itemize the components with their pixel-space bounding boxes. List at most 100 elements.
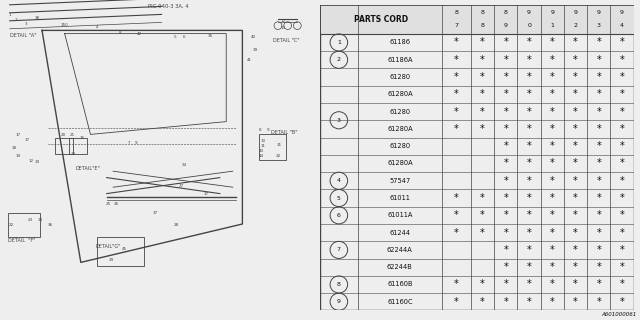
Text: *: * bbox=[550, 158, 555, 168]
Text: *: * bbox=[573, 176, 578, 186]
Text: 61186: 61186 bbox=[389, 39, 410, 45]
Text: 34: 34 bbox=[182, 164, 187, 167]
Text: 41: 41 bbox=[246, 58, 252, 62]
Text: 62244A: 62244A bbox=[387, 247, 413, 253]
Text: 6: 6 bbox=[337, 213, 341, 218]
Text: 12: 12 bbox=[28, 159, 33, 163]
Text: 4: 4 bbox=[620, 23, 624, 28]
Text: *: * bbox=[527, 89, 531, 99]
Text: DETAIL "B": DETAIL "B" bbox=[271, 131, 298, 135]
Text: 26: 26 bbox=[114, 202, 119, 206]
Text: 23: 23 bbox=[28, 218, 33, 222]
Text: 8: 8 bbox=[481, 11, 484, 15]
Text: *: * bbox=[527, 141, 531, 151]
Text: 8: 8 bbox=[504, 11, 508, 15]
Text: *: * bbox=[620, 72, 625, 82]
Text: 28: 28 bbox=[173, 223, 179, 227]
Text: *: * bbox=[620, 37, 625, 47]
Text: *: * bbox=[620, 124, 625, 134]
Text: *: * bbox=[573, 141, 578, 151]
Text: 150: 150 bbox=[61, 23, 68, 27]
Text: 8: 8 bbox=[337, 282, 341, 287]
Text: 39: 39 bbox=[253, 48, 258, 52]
Text: 61011A: 61011A bbox=[387, 212, 413, 218]
Text: *: * bbox=[550, 193, 555, 203]
Text: *: * bbox=[454, 193, 459, 203]
Text: A601000061: A601000061 bbox=[602, 312, 637, 317]
Text: 61280: 61280 bbox=[389, 108, 410, 115]
Text: DETAIL "C": DETAIL "C" bbox=[273, 38, 300, 43]
Text: *: * bbox=[573, 245, 578, 255]
Text: 8: 8 bbox=[259, 128, 262, 132]
Text: *: * bbox=[480, 72, 485, 82]
Bar bbox=[259, 134, 286, 160]
Text: DETAIL  "F": DETAIL "F" bbox=[8, 237, 35, 243]
Text: 61186A: 61186A bbox=[387, 57, 413, 63]
Text: 40: 40 bbox=[251, 36, 256, 39]
Text: 43: 43 bbox=[259, 149, 264, 153]
Text: *: * bbox=[480, 210, 485, 220]
Text: 8: 8 bbox=[118, 31, 121, 35]
Text: *: * bbox=[480, 89, 485, 99]
Text: *: * bbox=[550, 245, 555, 255]
Text: *: * bbox=[596, 72, 601, 82]
Text: *: * bbox=[454, 297, 459, 307]
Text: 10: 10 bbox=[261, 140, 266, 143]
Text: *: * bbox=[550, 228, 555, 238]
Text: 7: 7 bbox=[128, 141, 131, 145]
Text: *: * bbox=[527, 107, 531, 116]
Text: 16: 16 bbox=[80, 136, 85, 140]
Text: 9: 9 bbox=[134, 141, 137, 145]
Text: *: * bbox=[480, 279, 485, 290]
Bar bbox=[320, 5, 634, 34]
Text: *: * bbox=[596, 107, 601, 116]
Text: *: * bbox=[527, 228, 531, 238]
Text: 62244B: 62244B bbox=[387, 264, 413, 270]
Text: *: * bbox=[573, 297, 578, 307]
Text: *: * bbox=[596, 228, 601, 238]
Text: *: * bbox=[550, 72, 555, 82]
Text: 9: 9 bbox=[596, 11, 601, 15]
Text: *: * bbox=[527, 37, 531, 47]
Text: *: * bbox=[504, 107, 508, 116]
Text: *: * bbox=[454, 210, 459, 220]
Text: *: * bbox=[573, 228, 578, 238]
Text: *: * bbox=[527, 193, 531, 203]
Text: 61280A: 61280A bbox=[387, 160, 413, 166]
Text: *: * bbox=[573, 193, 578, 203]
Text: *: * bbox=[620, 158, 625, 168]
Text: DETAIL"G": DETAIL"G" bbox=[95, 244, 121, 249]
Text: 33: 33 bbox=[35, 160, 40, 164]
Text: 13: 13 bbox=[280, 26, 285, 30]
Text: 18: 18 bbox=[12, 146, 17, 150]
Text: 20: 20 bbox=[60, 133, 66, 137]
Text: 21: 21 bbox=[70, 133, 76, 137]
Text: *: * bbox=[620, 193, 625, 203]
Text: 8: 8 bbox=[481, 23, 484, 28]
Text: *: * bbox=[596, 245, 601, 255]
Text: *: * bbox=[596, 89, 601, 99]
Text: *: * bbox=[620, 245, 625, 255]
Text: *: * bbox=[527, 158, 531, 168]
Text: 27: 27 bbox=[179, 184, 184, 188]
Text: *: * bbox=[596, 262, 601, 272]
Text: *: * bbox=[550, 176, 555, 186]
Text: *: * bbox=[504, 262, 508, 272]
Text: *: * bbox=[480, 124, 485, 134]
Text: 61011: 61011 bbox=[389, 195, 410, 201]
Text: PIG 940-3 3A, 4: PIG 940-3 3A, 4 bbox=[148, 4, 188, 9]
Text: *: * bbox=[480, 107, 485, 116]
Text: *: * bbox=[550, 279, 555, 290]
Text: 45: 45 bbox=[122, 247, 127, 251]
Text: *: * bbox=[573, 55, 578, 65]
Text: 14: 14 bbox=[70, 152, 76, 156]
Text: *: * bbox=[504, 72, 508, 82]
Text: 2: 2 bbox=[337, 57, 341, 62]
Text: *: * bbox=[504, 158, 508, 168]
Text: *: * bbox=[620, 210, 625, 220]
Text: *: * bbox=[454, 55, 459, 65]
Text: *: * bbox=[596, 193, 601, 203]
Bar bbox=[8, 213, 40, 237]
Text: 19: 19 bbox=[15, 154, 20, 158]
Text: 17: 17 bbox=[15, 133, 20, 137]
